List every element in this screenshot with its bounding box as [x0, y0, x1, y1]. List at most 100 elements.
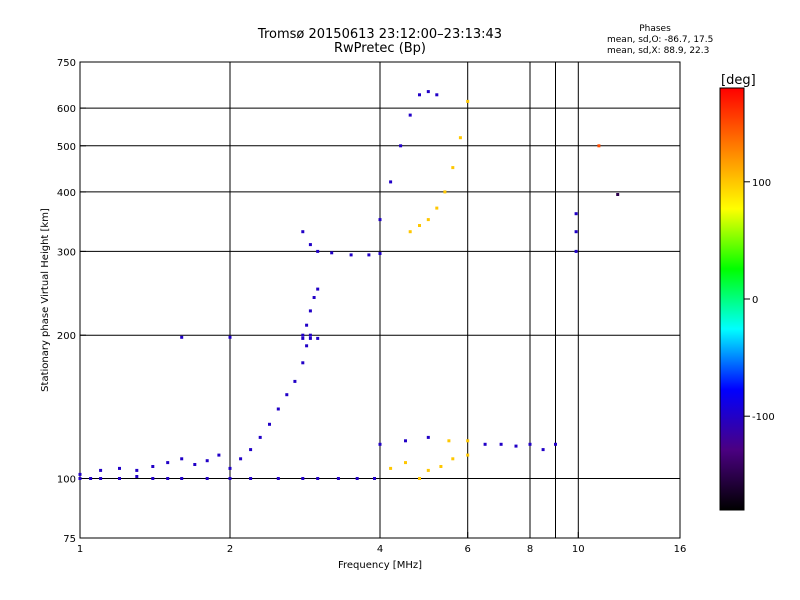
- data-point: [293, 379, 297, 383]
- data-point: [166, 477, 170, 480]
- data-point: [268, 422, 271, 426]
- data-point: [404, 439, 407, 443]
- data-point: [451, 457, 455, 461]
- data-point: [308, 333, 312, 337]
- colorbar-tick-label: -100: [752, 412, 775, 423]
- data-point: [180, 457, 184, 461]
- data-point: [228, 466, 232, 470]
- data-point: [443, 190, 447, 194]
- data-point: [367, 253, 371, 257]
- data-point: [541, 448, 545, 452]
- data-point: [499, 442, 503, 446]
- data-point: [616, 193, 620, 196]
- data-point: [249, 448, 253, 452]
- data-point: [528, 442, 532, 446]
- x-axis-label: Frequency [MHz]: [338, 560, 422, 571]
- data-point: [574, 249, 578, 253]
- data-point: [258, 435, 262, 439]
- chart-title: Tromsø 20150613 23:12:00–23:13:43: [257, 27, 502, 42]
- data-point: [404, 461, 407, 465]
- data-point: [166, 461, 170, 465]
- data-point: [276, 477, 280, 480]
- data-point: [249, 477, 253, 480]
- x-tick-label: 10: [572, 544, 585, 555]
- data-point: [99, 468, 103, 472]
- data-point: [418, 93, 421, 97]
- data-point: [378, 218, 382, 222]
- colorbar-axis: -100 0 100: [744, 178, 775, 423]
- data-point: [151, 477, 155, 480]
- data-point: [180, 477, 184, 480]
- data-point: [466, 439, 470, 443]
- data-points: [78, 90, 620, 480]
- data-point: [228, 335, 232, 339]
- data-point: [435, 206, 439, 210]
- x-axis: 1 2 4 6 8 10 16: [77, 532, 687, 555]
- data-point: [301, 230, 305, 234]
- data-point: [118, 466, 121, 470]
- x-tick-label: 1: [77, 544, 83, 555]
- data-point: [483, 442, 487, 446]
- data-point: [597, 144, 601, 148]
- data-point: [308, 243, 312, 247]
- data-point: [418, 477, 421, 480]
- data-point: [514, 444, 518, 448]
- data-point: [135, 468, 139, 472]
- data-point: [408, 113, 412, 117]
- grid: [80, 62, 680, 538]
- x-tick-label: 4: [377, 544, 383, 555]
- y-tick-label: 200: [57, 331, 76, 342]
- data-point: [435, 93, 439, 97]
- data-point: [426, 90, 430, 94]
- data-point: [308, 309, 312, 313]
- data-point: [574, 230, 578, 234]
- phase-info-o: mean, sd,O: -86.7, 17.5: [607, 35, 713, 45]
- data-point: [135, 475, 139, 478]
- data-point: [336, 477, 340, 480]
- data-point: [205, 459, 209, 463]
- data-point: [99, 477, 103, 480]
- data-point: [373, 477, 376, 480]
- data-point: [308, 336, 312, 340]
- data-point: [426, 468, 430, 472]
- data-point: [193, 463, 197, 466]
- data-point: [205, 477, 209, 480]
- data-point: [466, 99, 470, 103]
- data-point: [305, 344, 309, 348]
- data-point: [89, 477, 93, 480]
- y-tick-label: 75: [63, 534, 76, 545]
- data-point: [426, 218, 430, 222]
- y-tick-label: 300: [57, 247, 76, 258]
- data-point: [447, 439, 451, 443]
- data-point: [466, 453, 470, 457]
- data-point: [439, 465, 443, 468]
- data-point: [151, 465, 155, 468]
- y-axis-label: Stationary phase Virtual Height [km]: [40, 208, 51, 392]
- x-tick-label: 16: [674, 544, 687, 555]
- chart-subtitle: RwPretec (Bp): [334, 41, 426, 56]
- phase-info-heading: Phases: [639, 24, 671, 34]
- y-tick-label: 600: [57, 104, 76, 115]
- data-point: [389, 466, 393, 470]
- data-point: [378, 442, 382, 446]
- data-point: [180, 335, 184, 339]
- data-point: [408, 230, 412, 234]
- data-point: [389, 180, 393, 184]
- data-point: [316, 477, 320, 480]
- colorbar-tick-label: 0: [752, 295, 758, 306]
- data-point: [78, 477, 82, 480]
- data-point: [118, 477, 121, 480]
- data-point: [301, 333, 305, 337]
- data-point: [426, 435, 430, 439]
- data-point: [312, 296, 316, 299]
- y-axis: 75 100 200 300 400 500 600 750: [57, 58, 86, 545]
- data-point: [78, 472, 82, 476]
- data-point: [301, 361, 305, 365]
- data-point: [349, 253, 353, 257]
- data-point: [305, 323, 309, 327]
- y-tick-label: 750: [57, 58, 76, 69]
- data-point: [316, 249, 320, 253]
- data-point: [217, 453, 221, 457]
- x-tick-label: 8: [527, 544, 533, 555]
